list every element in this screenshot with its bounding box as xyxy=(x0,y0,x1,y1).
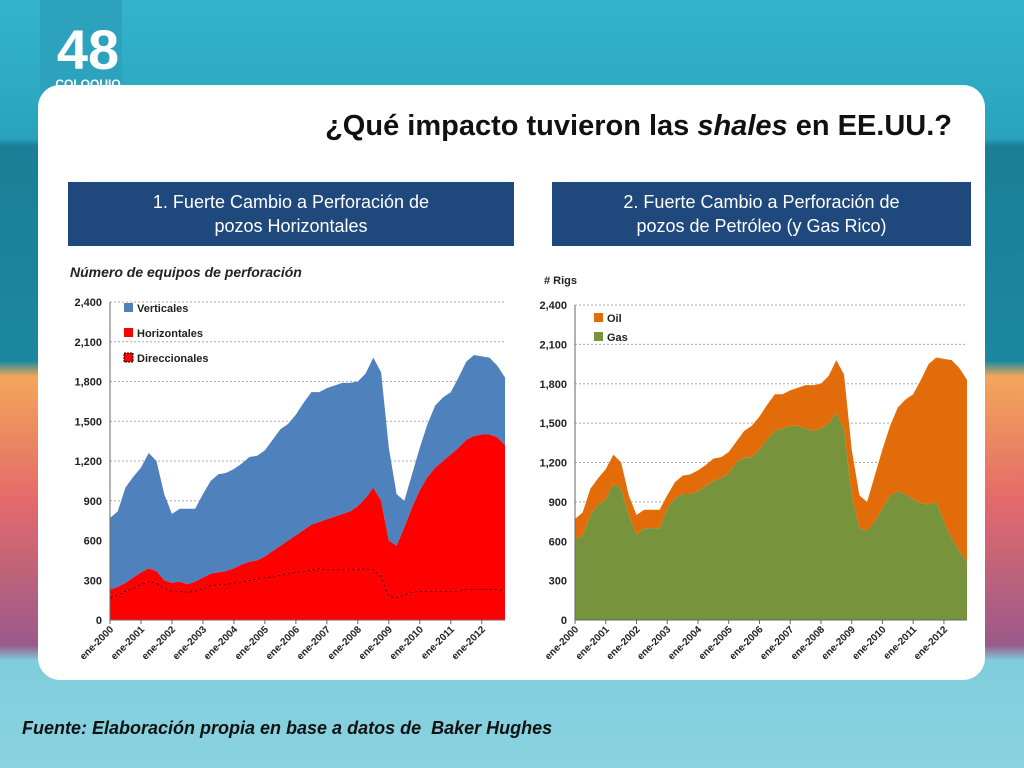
header-line: pozos Horizontales xyxy=(214,216,368,236)
legend-swatch xyxy=(124,303,133,312)
y-tick-label: 600 xyxy=(84,536,102,548)
header-line: 2. Fuerte Cambio a Perforación de xyxy=(623,192,900,212)
y-tick-label: 900 xyxy=(549,497,567,509)
y-tick-label: 2,100 xyxy=(74,337,102,349)
area xyxy=(575,357,967,563)
y-tick-label: 1,200 xyxy=(74,456,102,468)
logo-text: idea xyxy=(63,104,113,131)
y-tick-label: 1,500 xyxy=(74,416,102,428)
legend-swatch xyxy=(594,332,603,341)
legend-swatch xyxy=(594,313,603,322)
y-tick-label: 0 xyxy=(561,615,567,627)
y-tick-label: 1,500 xyxy=(539,418,567,430)
y-tick-label: 300 xyxy=(549,576,567,588)
area xyxy=(110,434,505,598)
y-tick-label: 0 xyxy=(96,615,102,627)
y-tick-label: 1,200 xyxy=(539,458,567,470)
title-text: ¿Qué impacto tuvieron las xyxy=(325,110,698,142)
header-line: 1. Fuerte Cambio a Perforación de xyxy=(152,192,430,212)
logo-number: 48 xyxy=(56,18,120,81)
title-text: en EE.UU.? xyxy=(787,110,952,142)
y-tick-label: 1,800 xyxy=(539,379,567,391)
y-tick-label: 2,400 xyxy=(539,300,567,312)
legend-label: Verticales xyxy=(137,303,188,315)
section-header: 2. Fuerte Cambio a Perforación de pozos d… xyxy=(552,182,971,246)
header-line: pozos de Petróleo (y Gas Rico) xyxy=(636,216,887,236)
logo: 48 COLOQUIO ANUAL idea xyxy=(52,22,124,130)
chart-subtitle: Número de equipos de perforación xyxy=(70,264,302,280)
slide-title: ¿Qué impacto tuvieron las shales en EE.U… xyxy=(325,110,952,143)
y-tick-label: 300 xyxy=(84,575,102,587)
y-tick-label: 2,400 xyxy=(74,297,102,309)
y-tick-label: 2,100 xyxy=(539,339,567,351)
legend-label: Gas xyxy=(607,332,628,344)
legend-label: Oil xyxy=(607,313,622,325)
logo-text: ANUAL xyxy=(60,89,116,106)
y-tick-label: 900 xyxy=(84,496,102,508)
area xyxy=(575,412,967,620)
legend-swatch xyxy=(123,352,134,363)
logo-text: COLOQUIO xyxy=(55,77,121,91)
area xyxy=(110,568,505,620)
area xyxy=(110,355,505,590)
title-emphasis: shales xyxy=(697,110,788,142)
legend-swatch xyxy=(124,328,133,337)
y-axis-label: # Rigs xyxy=(544,275,577,287)
section-header: 1. Fuerte Cambio a Perforación de pozos H… xyxy=(68,182,514,246)
legend-label: Horizontales xyxy=(137,328,203,340)
legend-label: Direccionales xyxy=(137,353,209,365)
source-note: Fuente: Elaboración propia en base a dat… xyxy=(22,718,553,738)
y-tick-label: 600 xyxy=(549,536,567,548)
y-tick-label: 1,800 xyxy=(74,377,102,389)
